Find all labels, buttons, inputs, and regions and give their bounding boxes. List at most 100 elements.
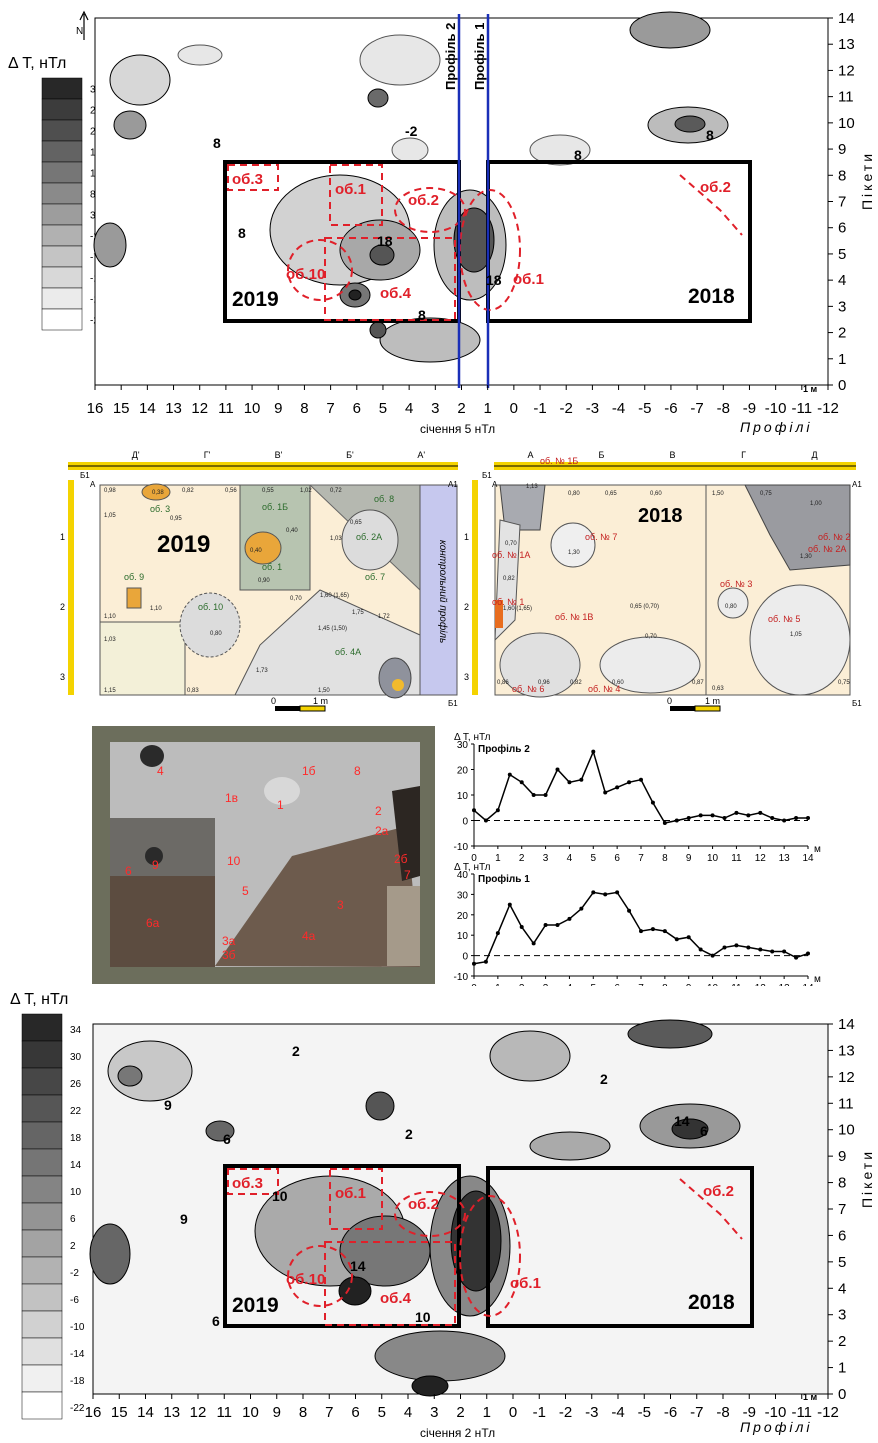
x-tick-label: 3: [430, 1404, 438, 1421]
x-tick-label: 14: [137, 1404, 154, 1421]
excavation-plans: 2019 контрольний профіль Д' Г' В' Б' А'123Б1…: [60, 450, 862, 712]
y-tick-label: 10: [838, 1122, 855, 1139]
y-axis-title: Δ T, нТл: [454, 732, 491, 743]
trench-year-2018: 2018: [688, 285, 735, 308]
grid-number: 1: [464, 532, 469, 542]
plan-label: 0,70: [505, 541, 517, 547]
data-point: [543, 923, 548, 927]
map-caption: січення 5 нТл: [420, 422, 495, 436]
y-tick-label: 12: [838, 1069, 855, 1086]
y-tick-label: 10: [457, 791, 469, 802]
x-tick-label: 10: [244, 400, 261, 417]
y-axis-title: Пікети: [859, 151, 875, 210]
legend-swatch: [21, 1175, 63, 1204]
plan-2018-year: 2018: [638, 505, 683, 527]
x-tick-label: 12: [191, 400, 208, 417]
legend-swatch: [41, 266, 83, 289]
y-tick-label: 2: [838, 325, 846, 342]
plan-label: об. 2А: [356, 532, 382, 542]
grid-number: 3: [60, 672, 65, 682]
x-tick-label: -10: [765, 1404, 787, 1421]
legend-tick: -2: [70, 1268, 79, 1279]
plan-label: 0,63: [712, 686, 724, 692]
data-point: [710, 813, 715, 818]
plan-label: 1,60 (1,65): [503, 606, 532, 612]
plan-label: об. 10: [198, 602, 223, 612]
photo-label: 7: [404, 868, 411, 882]
data-point: [662, 821, 667, 826]
x-tick-label: 15: [111, 1404, 128, 1421]
x-axis-title: м: [814, 844, 821, 855]
data-point: [770, 949, 775, 954]
legend-swatch: [21, 1202, 63, 1231]
plan-label: 0,65 (0,70): [630, 604, 659, 610]
data-point: [734, 943, 739, 948]
photo-label: 1в: [225, 791, 239, 805]
photo-label: 2: [375, 804, 382, 818]
legend-tick: -18: [70, 1376, 85, 1387]
y-tick-label: 5: [838, 246, 846, 263]
plan-label: об. 4А: [335, 647, 361, 657]
x-axis-ticks: 16 15 14 13 12 11 10 9 8 7 6 5 4 3 2 1 0 -1 -2 -3 -4 -5 -6 -7 -8…: [87, 385, 839, 417]
data-point: [639, 777, 643, 782]
grid-number: 2: [464, 602, 469, 612]
legend-swatch: [21, 1229, 63, 1258]
photo-label: 1: [277, 798, 284, 812]
x-tick-label: -4: [612, 400, 625, 417]
grid-number: 2: [60, 602, 65, 612]
x-tick-label: -11: [791, 1404, 812, 1421]
svg-text:18: 18: [486, 272, 502, 288]
x-tick-label: -1: [533, 1404, 546, 1421]
data-point: [615, 890, 620, 895]
y-tick-label: 13: [838, 1042, 855, 1059]
data-point: [579, 906, 584, 911]
legend-swatch: [41, 77, 83, 100]
photo-label: 5: [242, 884, 249, 898]
plan-label: 0,95: [170, 516, 182, 522]
x-tick-label: 6: [351, 1404, 359, 1421]
x-tick-label: -7: [690, 1404, 703, 1421]
data-point: [698, 813, 703, 818]
svg-text:8: 8: [574, 147, 582, 163]
x-tick-label: 0: [471, 983, 477, 986]
x-tick-label: 4: [567, 983, 573, 986]
x-axis-title: Профілі: [740, 419, 813, 435]
data-point: [603, 892, 608, 897]
data-point: [710, 953, 715, 958]
data-point: [746, 945, 751, 950]
plan-label: об. № 1А: [492, 550, 530, 560]
legend-tick: 30: [70, 1052, 82, 1063]
x-tick-label: 0: [471, 853, 477, 864]
legend-title: Δ T, нТл: [8, 55, 66, 72]
legend-tick: 3: [90, 211, 96, 222]
plan-label: об. 8: [374, 494, 394, 504]
grid-letter: Б: [599, 450, 605, 460]
x-tick-label: -8: [717, 400, 730, 417]
x-tick-label: 1: [484, 400, 492, 417]
x-tick-label: 6: [614, 983, 620, 986]
svg-text:6: 6: [223, 1131, 231, 1147]
svg-text:об.10: об.10: [286, 266, 325, 283]
data-point: [794, 955, 799, 960]
plan-label: 1,02: [300, 488, 312, 494]
legend-tick: 8: [90, 190, 96, 201]
x-tick-label: -12: [817, 400, 839, 417]
y-tick-label: 6: [838, 1227, 846, 1244]
svg-text:об.4: об.4: [380, 285, 412, 302]
data-point: [519, 925, 524, 930]
plan-label: об. № 7: [585, 532, 617, 542]
plan-label: 1,60 (1,65): [320, 593, 349, 599]
plan-label: 1,30: [568, 550, 580, 556]
x-tick-label: -3: [585, 1404, 598, 1421]
y-tick-label: 40: [457, 870, 469, 881]
plan-label: 0,72: [330, 488, 342, 494]
y-tick-label: 8: [838, 1175, 846, 1192]
legend-swatch: [21, 1148, 63, 1177]
photo-label: 3а: [222, 934, 236, 948]
plan-label: об. № 6: [512, 684, 544, 694]
data-point: [567, 780, 572, 785]
plan-label: 1,73: [256, 668, 268, 674]
x-tick-label: 9: [274, 400, 282, 417]
legend-tick: 26: [70, 1079, 82, 1090]
plan-label: 0,70: [290, 596, 302, 602]
